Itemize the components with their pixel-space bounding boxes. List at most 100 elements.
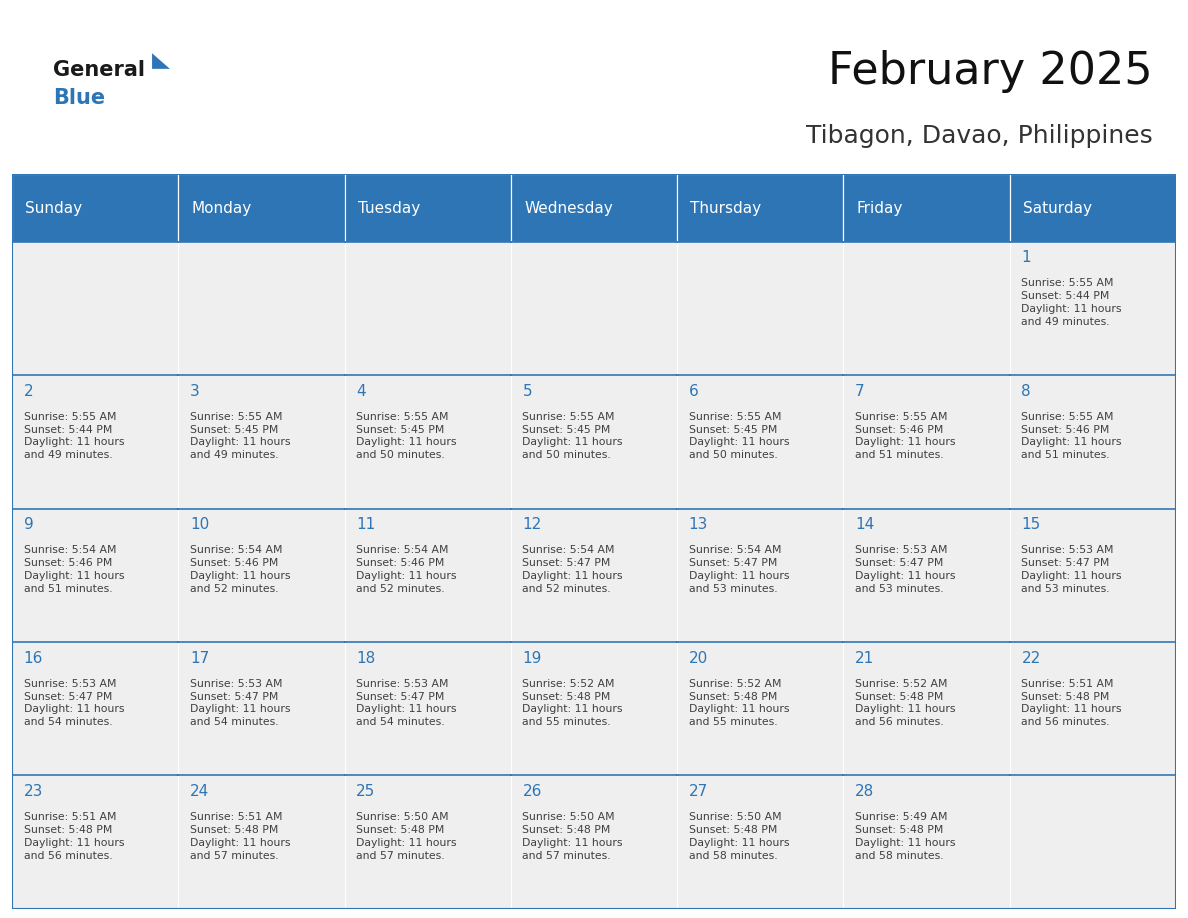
Text: Tibagon, Davao, Philippines: Tibagon, Davao, Philippines	[805, 124, 1152, 148]
Bar	[1010, 241, 1176, 375]
Text: Sunrise: 5:50 AM
Sunset: 5:48 PM
Daylight: 11 hours
and 57 minutes.: Sunrise: 5:50 AM Sunset: 5:48 PM Dayligh…	[523, 812, 623, 860]
Bar	[511, 241, 677, 375]
Bar	[345, 642, 511, 776]
Text: Sunrise: 5:53 AM
Sunset: 5:47 PM
Daylight: 11 hours
and 54 minutes.: Sunrise: 5:53 AM Sunset: 5:47 PM Dayligh…	[190, 678, 290, 727]
Bar	[511, 375, 677, 509]
Text: 7: 7	[855, 384, 865, 398]
Bar	[511, 642, 677, 776]
Bar	[12, 174, 178, 241]
Text: Sunrise: 5:51 AM
Sunset: 5:48 PM
Daylight: 11 hours
and 56 minutes.: Sunrise: 5:51 AM Sunset: 5:48 PM Dayligh…	[24, 812, 124, 860]
Text: 27: 27	[689, 784, 708, 799]
Text: Sunrise: 5:55 AM
Sunset: 5:44 PM
Daylight: 11 hours
and 49 minutes.: Sunrise: 5:55 AM Sunset: 5:44 PM Dayligh…	[24, 412, 124, 460]
Text: Wednesday: Wednesday	[524, 200, 613, 216]
Text: 12: 12	[523, 517, 542, 532]
Text: Tuesday: Tuesday	[358, 200, 421, 216]
Bar	[677, 509, 843, 642]
Bar	[12, 375, 178, 509]
Text: Sunrise: 5:52 AM
Sunset: 5:48 PM
Daylight: 11 hours
and 55 minutes.: Sunrise: 5:52 AM Sunset: 5:48 PM Dayligh…	[689, 678, 789, 727]
Bar	[1010, 776, 1176, 909]
Bar	[178, 776, 345, 909]
Bar	[677, 375, 843, 509]
Bar	[178, 509, 345, 642]
Bar	[178, 241, 345, 375]
Bar	[12, 509, 178, 642]
Text: 20: 20	[689, 651, 708, 666]
Text: 1: 1	[1022, 251, 1031, 265]
Text: Sunrise: 5:49 AM
Sunset: 5:48 PM
Daylight: 11 hours
and 58 minutes.: Sunrise: 5:49 AM Sunset: 5:48 PM Dayligh…	[855, 812, 955, 860]
Text: Monday: Monday	[191, 200, 252, 216]
Bar	[345, 174, 511, 241]
Text: 15: 15	[1022, 517, 1041, 532]
Text: 26: 26	[523, 784, 542, 799]
Text: Sunrise: 5:54 AM
Sunset: 5:47 PM
Daylight: 11 hours
and 53 minutes.: Sunrise: 5:54 AM Sunset: 5:47 PM Dayligh…	[689, 545, 789, 594]
Text: Thursday: Thursday	[690, 200, 762, 216]
Text: Sunrise: 5:55 AM
Sunset: 5:45 PM
Daylight: 11 hours
and 50 minutes.: Sunrise: 5:55 AM Sunset: 5:45 PM Dayligh…	[689, 412, 789, 460]
Text: 24: 24	[190, 784, 209, 799]
Bar	[677, 241, 843, 375]
Text: 18: 18	[356, 651, 375, 666]
Text: 4: 4	[356, 384, 366, 398]
Text: Friday: Friday	[857, 200, 903, 216]
Text: Saturday: Saturday	[1023, 200, 1092, 216]
Bar	[345, 509, 511, 642]
Bar	[1010, 509, 1176, 642]
Text: 10: 10	[190, 517, 209, 532]
Text: 6: 6	[689, 384, 699, 398]
Bar	[178, 375, 345, 509]
Text: Sunrise: 5:51 AM
Sunset: 5:48 PM
Daylight: 11 hours
and 56 minutes.: Sunrise: 5:51 AM Sunset: 5:48 PM Dayligh…	[1022, 678, 1121, 727]
Text: 19: 19	[523, 651, 542, 666]
Bar	[843, 174, 1010, 241]
Bar	[843, 241, 1010, 375]
Text: 23: 23	[24, 784, 43, 799]
Bar	[511, 509, 677, 642]
Text: Sunrise: 5:55 AM
Sunset: 5:45 PM
Daylight: 11 hours
and 50 minutes.: Sunrise: 5:55 AM Sunset: 5:45 PM Dayligh…	[523, 412, 623, 460]
Text: 11: 11	[356, 517, 375, 532]
Text: 16: 16	[24, 651, 43, 666]
Bar	[178, 642, 345, 776]
Bar	[677, 642, 843, 776]
Bar	[843, 509, 1010, 642]
Text: 8: 8	[1022, 384, 1031, 398]
Text: 14: 14	[855, 517, 874, 532]
Bar	[511, 776, 677, 909]
Text: Sunrise: 5:50 AM
Sunset: 5:48 PM
Daylight: 11 hours
and 58 minutes.: Sunrise: 5:50 AM Sunset: 5:48 PM Dayligh…	[689, 812, 789, 860]
Bar	[1010, 174, 1176, 241]
Text: Sunrise: 5:54 AM
Sunset: 5:46 PM
Daylight: 11 hours
and 52 minutes.: Sunrise: 5:54 AM Sunset: 5:46 PM Dayligh…	[356, 545, 456, 594]
Text: 13: 13	[689, 517, 708, 532]
Text: Sunrise: 5:54 AM
Sunset: 5:47 PM
Daylight: 11 hours
and 52 minutes.: Sunrise: 5:54 AM Sunset: 5:47 PM Dayligh…	[523, 545, 623, 594]
Text: Blue: Blue	[53, 88, 106, 108]
Text: 28: 28	[855, 784, 874, 799]
Text: 25: 25	[356, 784, 375, 799]
Bar	[12, 241, 178, 375]
Text: General: General	[53, 60, 145, 80]
Text: Sunrise: 5:55 AM
Sunset: 5:46 PM
Daylight: 11 hours
and 51 minutes.: Sunrise: 5:55 AM Sunset: 5:46 PM Dayligh…	[855, 412, 955, 460]
Text: Sunrise: 5:52 AM
Sunset: 5:48 PM
Daylight: 11 hours
and 56 minutes.: Sunrise: 5:52 AM Sunset: 5:48 PM Dayligh…	[855, 678, 955, 727]
Bar	[677, 174, 843, 241]
Bar	[1010, 642, 1176, 776]
Text: Sunrise: 5:54 AM
Sunset: 5:46 PM
Daylight: 11 hours
and 51 minutes.: Sunrise: 5:54 AM Sunset: 5:46 PM Dayligh…	[24, 545, 124, 594]
Text: Sunrise: 5:51 AM
Sunset: 5:48 PM
Daylight: 11 hours
and 57 minutes.: Sunrise: 5:51 AM Sunset: 5:48 PM Dayligh…	[190, 812, 290, 860]
Text: Sunrise: 5:55 AM
Sunset: 5:44 PM
Daylight: 11 hours
and 49 minutes.: Sunrise: 5:55 AM Sunset: 5:44 PM Dayligh…	[1022, 278, 1121, 327]
Text: Sunrise: 5:50 AM
Sunset: 5:48 PM
Daylight: 11 hours
and 57 minutes.: Sunrise: 5:50 AM Sunset: 5:48 PM Dayligh…	[356, 812, 456, 860]
Text: Sunday: Sunday	[25, 200, 82, 216]
Text: Sunrise: 5:55 AM
Sunset: 5:45 PM
Daylight: 11 hours
and 50 minutes.: Sunrise: 5:55 AM Sunset: 5:45 PM Dayligh…	[356, 412, 456, 460]
Text: 21: 21	[855, 651, 874, 666]
Text: Sunrise: 5:54 AM
Sunset: 5:46 PM
Daylight: 11 hours
and 52 minutes.: Sunrise: 5:54 AM Sunset: 5:46 PM Dayligh…	[190, 545, 290, 594]
Bar	[345, 241, 511, 375]
Bar	[843, 642, 1010, 776]
Text: 2: 2	[24, 384, 33, 398]
Bar	[843, 776, 1010, 909]
Text: 22: 22	[1022, 651, 1041, 666]
Text: February 2025: February 2025	[828, 50, 1152, 94]
Bar	[345, 776, 511, 909]
Bar	[345, 375, 511, 509]
Bar	[12, 776, 178, 909]
Bar	[677, 776, 843, 909]
Bar	[12, 642, 178, 776]
Bar	[843, 375, 1010, 509]
Text: Sunrise: 5:55 AM
Sunset: 5:45 PM
Daylight: 11 hours
and 49 minutes.: Sunrise: 5:55 AM Sunset: 5:45 PM Dayligh…	[190, 412, 290, 460]
Bar	[511, 174, 677, 241]
Text: Sunrise: 5:53 AM
Sunset: 5:47 PM
Daylight: 11 hours
and 54 minutes.: Sunrise: 5:53 AM Sunset: 5:47 PM Dayligh…	[24, 678, 124, 727]
Text: Sunrise: 5:52 AM
Sunset: 5:48 PM
Daylight: 11 hours
and 55 minutes.: Sunrise: 5:52 AM Sunset: 5:48 PM Dayligh…	[523, 678, 623, 727]
Text: Sunrise: 5:53 AM
Sunset: 5:47 PM
Daylight: 11 hours
and 53 minutes.: Sunrise: 5:53 AM Sunset: 5:47 PM Dayligh…	[1022, 545, 1121, 594]
